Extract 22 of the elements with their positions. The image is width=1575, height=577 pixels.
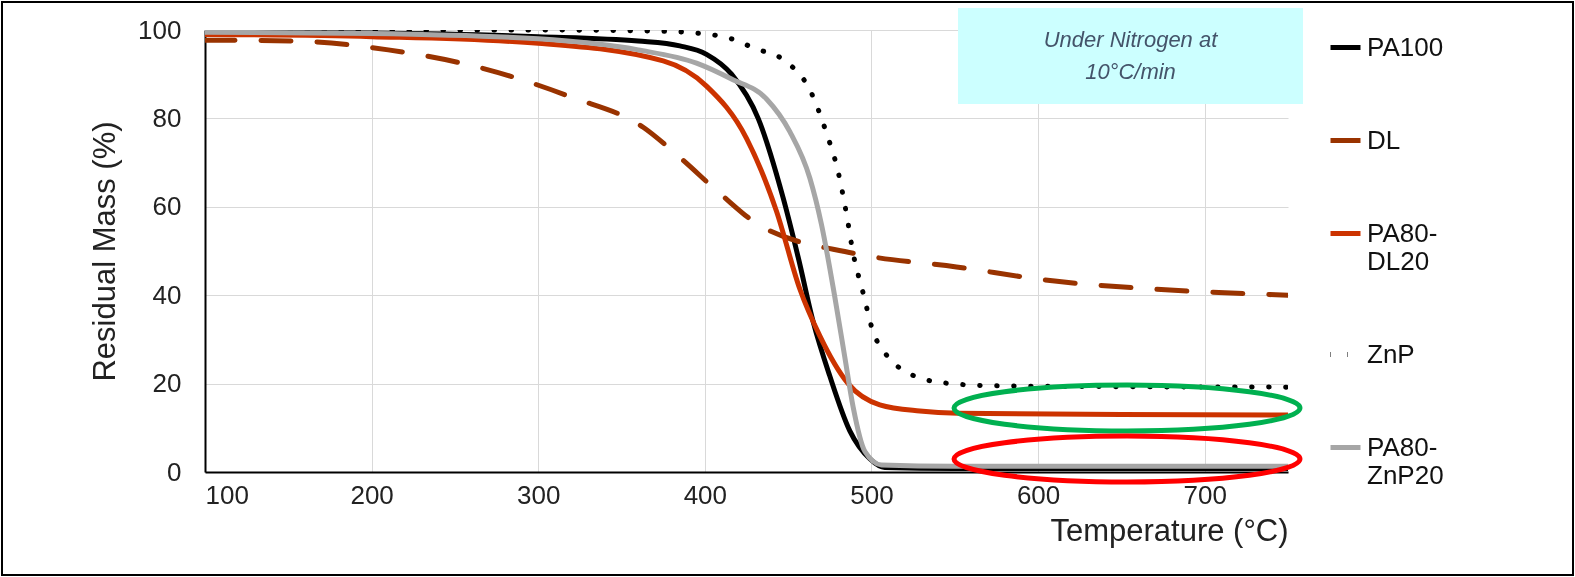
y-tick-label: 80 [152, 102, 182, 133]
x-tick-label: 200 [350, 479, 394, 510]
legend-label: PA80-ZnP20 [1367, 431, 1444, 490]
y-tick-label: 20 [152, 368, 182, 399]
y-tick-label: 40 [152, 279, 182, 310]
legend-label: PA80-DL20 [1367, 217, 1438, 276]
y-axis-title: Residual Mass (%) [87, 121, 123, 382]
legend-label: ZnP [1367, 338, 1415, 369]
x-tick-label: 100 [205, 479, 249, 510]
x-tick-label: 400 [683, 479, 728, 510]
y-tick-label: 0 [167, 456, 182, 487]
y-tick-label: 60 [152, 191, 182, 222]
x-tick-label: 500 [850, 479, 894, 510]
x-axis-title: Temperature (°C) [1050, 512, 1289, 548]
y-tick-label: 100 [138, 14, 182, 45]
note-box: Under Nitrogen at 10°C/min [958, 8, 1303, 104]
x-tick-label: 600 [1016, 479, 1061, 510]
legend-label: PA100 [1367, 31, 1444, 62]
x-tick-label: 700 [1183, 479, 1227, 510]
annotation: Under Nitrogen at 10°C/min [1042, 26, 1219, 86]
x-tick-label: 300 [517, 479, 561, 510]
legend-label: DL [1367, 124, 1401, 155]
